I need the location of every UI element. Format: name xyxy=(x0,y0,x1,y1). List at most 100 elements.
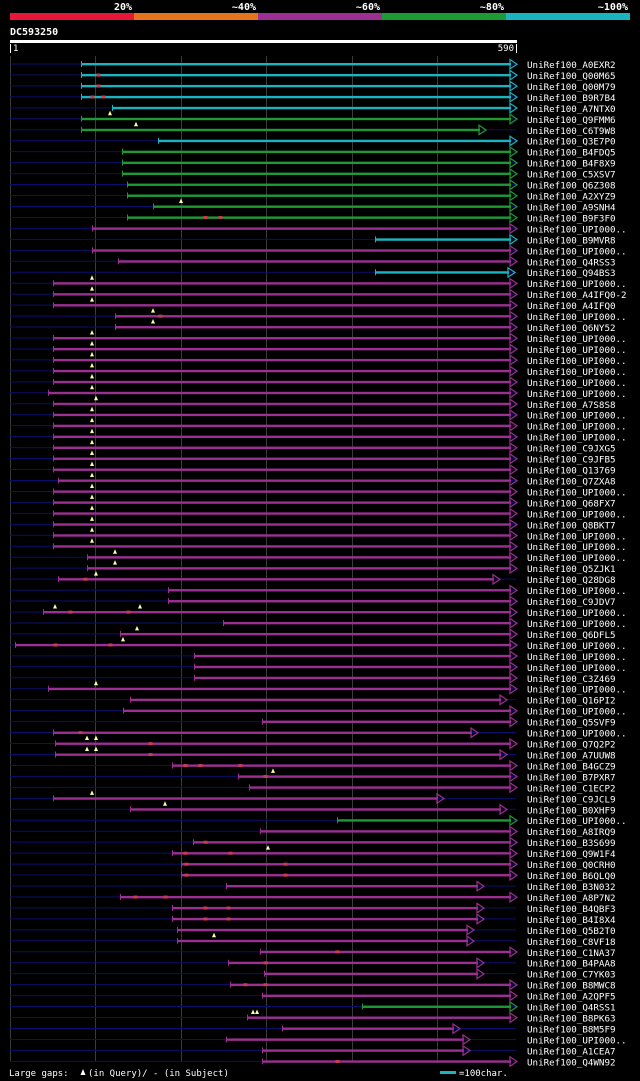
hit-name[interactable]: UniRef100_B4I8X4 xyxy=(527,915,616,926)
hit-name[interactable]: UniRef100_C7YK03 xyxy=(527,970,616,981)
hit-row[interactable]: UniRef100_Q9FMM6 xyxy=(10,110,616,126)
hit-name[interactable]: UniRef100_Q5SVF9 xyxy=(527,718,616,729)
hit-name[interactable]: UniRef100_A7UUW8 xyxy=(527,750,616,761)
hit-row[interactable]: UniRef100_UPI000.. xyxy=(10,351,627,367)
hit-row[interactable]: UniRef100_UPI000.. xyxy=(10,1033,627,1047)
hit-name[interactable]: UniRef100_Q6Z308 xyxy=(527,181,616,192)
hit-name[interactable]: UniRef100_UPI000.. xyxy=(527,816,627,827)
hit-row[interactable]: UniRef100_UPI000.. xyxy=(10,705,627,718)
hit-row[interactable]: UniRef100_Q9W1F4 xyxy=(10,845,616,860)
hit-row[interactable]: UniRef100_C8VF18 xyxy=(10,932,616,948)
hit-name[interactable]: UniRef100_Q7Q2P2 xyxy=(527,740,616,751)
hit-name[interactable]: UniRef100_A9SNH4 xyxy=(527,202,616,213)
hit-row[interactable]: UniRef100_UPI000.. xyxy=(10,814,627,828)
hit-row[interactable]: UniRef100_UPI000.. xyxy=(10,308,627,323)
hit-name[interactable]: UniRef100_C9JXG5 xyxy=(527,444,616,455)
hit-name[interactable]: UniRef100_B4QBF3 xyxy=(527,904,616,915)
hit-name[interactable]: UniRef100_B3N032 xyxy=(527,882,616,893)
hit-name[interactable]: UniRef100_Q94BS3 xyxy=(527,268,616,279)
hit-name[interactable]: UniRef100_UPI000.. xyxy=(527,433,627,444)
hit-row[interactable]: UniRef100_Q5ZJK1 xyxy=(10,560,616,575)
hit-name[interactable]: UniRef100_B8PK63 xyxy=(527,1014,616,1025)
hit-row[interactable]: UniRef100_UPI000.. xyxy=(10,661,627,674)
hit-name[interactable]: UniRef100_Q4RSS1 xyxy=(527,1003,616,1014)
hit-name[interactable]: UniRef100_C3Z469 xyxy=(527,674,616,685)
hit-name[interactable]: UniRef100_A1CEA7 xyxy=(527,1046,616,1057)
hit-name[interactable]: UniRef100_UPI000.. xyxy=(527,334,627,345)
hit-name[interactable]: UniRef100_A8P7N2 xyxy=(527,893,616,904)
hit-row[interactable]: UniRef100_UPI000.. xyxy=(10,549,627,564)
hit-row[interactable]: UniRef100_B3S699 xyxy=(10,836,616,850)
hit-row[interactable]: UniRef100_B8PK63 xyxy=(10,1009,616,1025)
hit-name[interactable]: UniRef100_UPI000.. xyxy=(527,279,627,290)
hit-name[interactable]: UniRef100_A2QPF5 xyxy=(527,992,616,1003)
hit-name[interactable]: UniRef100_B8M5F9 xyxy=(527,1024,616,1035)
hit-row[interactable]: UniRef100_B4FDQ5 xyxy=(10,146,616,159)
hit-row[interactable]: UniRef100_Q4RSS3 xyxy=(10,255,616,269)
hit-row[interactable]: UniRef100_B9F3F0 xyxy=(10,211,616,225)
hit-name[interactable]: UniRef100_Q0CRH0 xyxy=(527,860,616,871)
hit-row[interactable]: UniRef100_B7PXR7 xyxy=(10,768,616,783)
hit-row[interactable]: UniRef100_UPI000.. xyxy=(10,373,627,389)
hit-row[interactable]: UniRef100_Q16PI2 xyxy=(10,694,616,707)
hit-row[interactable]: UniRef100_UPI000.. xyxy=(10,680,627,696)
hit-name[interactable]: UniRef100_UPI000.. xyxy=(527,224,627,235)
hit-row[interactable]: UniRef100_UPI000.. xyxy=(10,275,627,290)
hit-row[interactable]: UniRef100_B4PAA8 xyxy=(10,957,616,970)
hit-name[interactable]: UniRef100_UPI000.. xyxy=(527,356,627,367)
hit-row[interactable]: UniRef100_C3Z469 xyxy=(10,672,616,685)
hit-name[interactable]: UniRef100_B3S699 xyxy=(527,838,616,849)
hit-row[interactable]: UniRef100_UPI000.. xyxy=(10,636,627,652)
hit-name[interactable]: UniRef100_B9R7B4 xyxy=(527,93,616,104)
hit-row[interactable]: UniRef100_Q3E7P0 xyxy=(10,135,616,148)
hit-name[interactable]: UniRef100_Q68FX7 xyxy=(527,498,616,509)
hit-name[interactable]: UniRef100_A4IFQ0-2 xyxy=(527,290,627,301)
hit-name[interactable]: UniRef100_B0XHF9 xyxy=(527,805,616,816)
hit-name[interactable]: UniRef100_Q5ZJK1 xyxy=(527,564,616,575)
hit-row[interactable]: UniRef100_A7NTX0 xyxy=(10,102,616,115)
hit-row[interactable]: UniRef100_A9SNH4 xyxy=(10,198,616,213)
hit-row[interactable]: UniRef100_UPI000.. xyxy=(10,384,627,400)
hit-name[interactable]: UniRef100_C9JDV7 xyxy=(527,597,616,608)
hit-name[interactable]: UniRef100_C9JCL9 xyxy=(527,794,616,805)
hit-name[interactable]: UniRef100_Q4WN92 xyxy=(527,1057,616,1068)
hit-name[interactable]: UniRef100_UPI000.. xyxy=(527,509,627,520)
hit-name[interactable]: UniRef100_UPI000.. xyxy=(527,707,627,718)
hit-name[interactable]: UniRef100_UPI000.. xyxy=(527,608,627,619)
hit-row[interactable]: UniRef100_C9JCL9 xyxy=(10,790,616,805)
hit-row[interactable]: UniRef100_UPI000.. xyxy=(10,340,627,356)
hit-row[interactable]: UniRef100_UPI000.. xyxy=(10,222,627,236)
hit-name[interactable]: UniRef100_UPI000.. xyxy=(527,422,627,433)
hit-row[interactable]: UniRef100_B4F8X9 xyxy=(10,157,616,170)
hit-row[interactable]: UniRef100_Q7Q2P2 xyxy=(10,735,616,751)
hit-name[interactable]: UniRef100_B4FDQ5 xyxy=(527,148,616,159)
hit-name[interactable]: UniRef100_Q9FMM6 xyxy=(527,115,616,126)
hit-row[interactable]: UniRef100_Q5SVF9 xyxy=(10,715,616,729)
hit-row[interactable]: UniRef100_A1CEA7 xyxy=(10,1044,616,1058)
hit-row[interactable]: UniRef100_C9JXG5 xyxy=(10,439,616,455)
hit-row[interactable]: UniRef100_B6QLQ0 xyxy=(10,869,616,883)
hit-row[interactable]: UniRef100_UPI000.. xyxy=(10,650,627,663)
hit-row[interactable]: UniRef100_UPI000.. xyxy=(10,428,627,444)
hit-name[interactable]: UniRef100_UPI000.. xyxy=(527,663,627,674)
hit-name[interactable]: UniRef100_UPI000.. xyxy=(527,553,627,564)
hit-name[interactable]: UniRef100_Q00M79 xyxy=(527,82,616,93)
hit-name[interactable]: UniRef100_A2XYZ9 xyxy=(527,192,616,203)
hit-row[interactable]: UniRef100_A8IRQ9 xyxy=(10,825,616,839)
hit-row[interactable]: UniRef100_Q6DFL5 xyxy=(10,625,616,641)
hit-row[interactable]: UniRef100_B3N032 xyxy=(10,880,616,894)
hit-name[interactable]: UniRef100_Q8BKT7 xyxy=(527,520,616,531)
hit-name[interactable]: UniRef100_UPI000.. xyxy=(527,487,627,498)
hit-name[interactable]: UniRef100_A7NTX0 xyxy=(527,104,616,115)
hit-row[interactable]: UniRef100_UPI000.. xyxy=(10,527,627,542)
hit-row[interactable]: UniRef100_B9MVR8 xyxy=(10,233,616,247)
hit-name[interactable]: UniRef100_A8IRQ9 xyxy=(527,827,616,838)
hit-row[interactable]: UniRef100_Q6Z308 xyxy=(10,178,616,192)
hit-name[interactable]: UniRef100_Q7ZXA8 xyxy=(527,476,616,487)
hit-row[interactable]: UniRef100_A2QPF5 xyxy=(10,989,616,1003)
hit-row[interactable]: UniRef100_Q94BS3 xyxy=(10,266,616,280)
hit-name[interactable]: UniRef100_UPI000.. xyxy=(527,641,627,652)
hit-row[interactable]: UniRef100_B8M5F9 xyxy=(10,1022,616,1036)
hit-row[interactable]: UniRef100_B4QBF3 xyxy=(10,902,616,915)
hit-row[interactable]: UniRef100_UPI000.. xyxy=(10,406,627,422)
